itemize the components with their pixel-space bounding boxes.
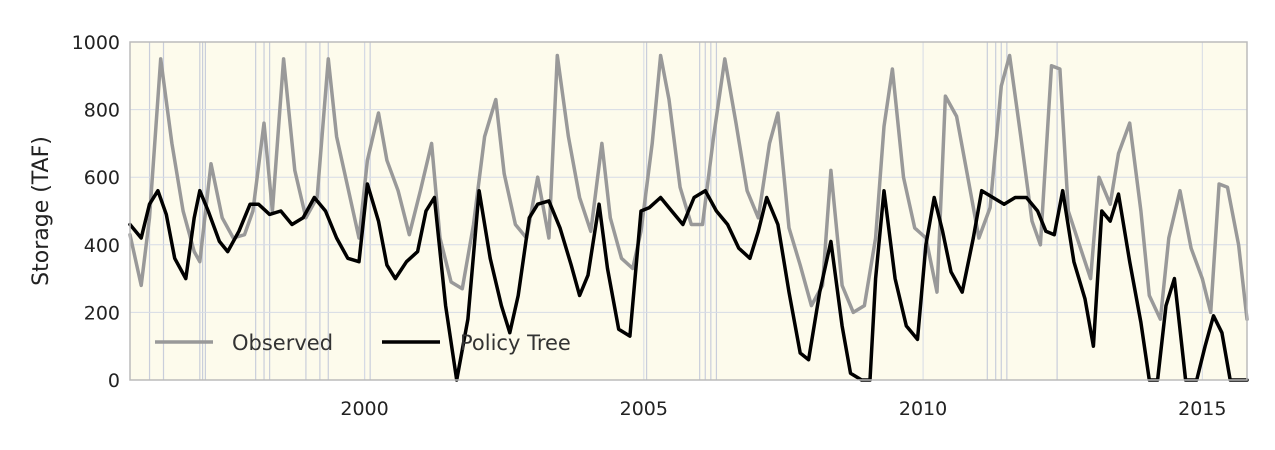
series-line-policy-tree xyxy=(128,182,1249,382)
legend-observed-label: Observed xyxy=(232,331,333,355)
legend: Observed Policy Tree xyxy=(155,331,571,355)
event-lines xyxy=(148,42,1058,380)
y-tick-label: 200 xyxy=(84,302,120,324)
x-tick-label: 2005 xyxy=(620,398,668,420)
y-tick-label: 800 xyxy=(84,100,120,122)
y-tick-label: 400 xyxy=(84,235,120,257)
series-layer xyxy=(128,53,1249,382)
x-tick-label: 2015 xyxy=(1178,398,1226,420)
series-line-observed xyxy=(128,53,1249,321)
y-axis-ticks: 0 200 400 600 800 1000 xyxy=(72,32,120,392)
plot-frame xyxy=(129,41,1248,381)
y-tick-label: 1000 xyxy=(72,32,120,54)
x-tick-label: 2010 xyxy=(899,398,947,420)
y-axis-title: Storage (TAF) xyxy=(29,136,54,286)
x-axis-ticks: 2000 2005 2010 2015 xyxy=(340,398,1226,420)
y-tick-label: 0 xyxy=(108,370,120,392)
legend-policy-tree-label: Policy Tree xyxy=(460,331,571,355)
x-tick-label: 2000 xyxy=(340,398,388,420)
y-tick-label: 600 xyxy=(84,167,120,189)
